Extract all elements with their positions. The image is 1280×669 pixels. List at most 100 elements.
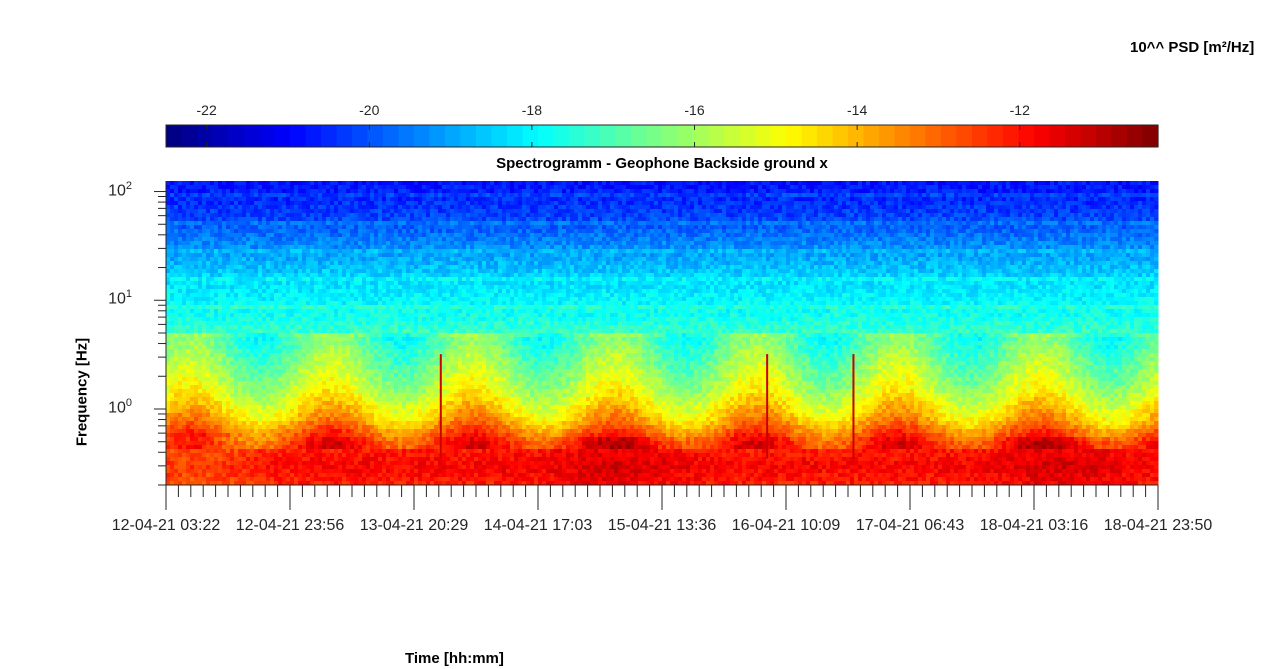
heatmap-cell	[698, 233, 703, 238]
heatmap-cell	[774, 193, 779, 198]
heatmap-cell	[374, 253, 379, 258]
heatmap-cell	[950, 217, 955, 222]
heatmap-cell	[1010, 225, 1015, 230]
heatmap-cell	[770, 181, 775, 186]
heatmap-cell	[838, 237, 843, 242]
heatmap-cell	[754, 213, 759, 218]
heatmap-cell	[630, 229, 635, 234]
heatmap-cell	[986, 185, 991, 190]
heatmap-cell	[230, 253, 235, 258]
heatmap-cell	[358, 209, 363, 214]
heatmap-cell	[882, 245, 887, 250]
heatmap-cell	[622, 221, 627, 226]
heatmap-cell	[914, 237, 919, 242]
heatmap-cell	[422, 209, 427, 214]
heatmap-cell	[878, 217, 883, 222]
heatmap-cell	[934, 229, 939, 234]
colorbar-segment	[708, 125, 725, 147]
heatmap-cell	[470, 209, 475, 214]
heatmap-cell	[462, 197, 467, 202]
heatmap-cell	[466, 217, 471, 222]
heatmap-cell	[998, 197, 1003, 202]
heatmap-cell	[1114, 189, 1119, 194]
heatmap-cell	[298, 245, 303, 250]
heatmap-cell	[310, 181, 315, 186]
heatmap-cell	[878, 189, 883, 194]
heatmap-cell	[842, 257, 847, 262]
heatmap-cell	[446, 185, 451, 190]
heatmap-cell	[714, 233, 719, 238]
heatmap-cell	[362, 189, 367, 194]
heatmap-cell	[714, 249, 719, 254]
heatmap-cell	[1102, 241, 1107, 246]
heatmap-cell	[490, 221, 495, 226]
heatmap-cell	[818, 233, 823, 238]
heatmap-cell	[426, 225, 431, 230]
heatmap-cell	[774, 181, 779, 186]
heatmap-cell	[1110, 185, 1115, 190]
heatmap-cell	[198, 225, 203, 230]
heatmap-cell	[874, 245, 879, 250]
heatmap-cell	[522, 205, 527, 210]
heatmap-cell	[254, 201, 259, 206]
heatmap-cell	[254, 225, 259, 230]
heatmap-cell	[174, 257, 179, 262]
heatmap-cell	[178, 181, 183, 186]
heatmap-cell	[222, 197, 227, 202]
heatmap-cell	[394, 185, 399, 190]
heatmap-cell	[518, 245, 523, 250]
heatmap-cell	[222, 249, 227, 254]
heatmap-cell	[474, 221, 479, 226]
heatmap-cell	[1106, 241, 1111, 246]
heatmap-cell	[814, 185, 819, 190]
heatmap-cell	[954, 245, 959, 250]
heatmap-cell	[246, 197, 251, 202]
heatmap-cell	[1026, 185, 1031, 190]
heatmap-cell	[1118, 249, 1123, 254]
heatmap-cell	[574, 221, 579, 226]
heatmap-cell	[646, 253, 651, 258]
heatmap-cell	[526, 209, 531, 214]
heatmap-cell	[246, 229, 251, 234]
heatmap-cell	[782, 221, 787, 226]
heatmap-cell	[710, 253, 715, 258]
heatmap-cell	[654, 253, 659, 258]
heatmap-cell	[722, 181, 727, 186]
heatmap-cell	[402, 205, 407, 210]
heatmap-cell	[802, 237, 807, 242]
heatmap-cell	[978, 209, 983, 214]
heatmap-cell	[366, 181, 371, 186]
heatmap-cell	[574, 189, 579, 194]
heatmap-cell	[826, 229, 831, 234]
heatmap-cell	[470, 213, 475, 218]
heatmap-cell	[506, 193, 511, 198]
heatmap-cell	[854, 225, 859, 230]
heatmap-cell	[1090, 225, 1095, 230]
heatmap-cell	[690, 185, 695, 190]
heatmap-cell	[862, 253, 867, 258]
heatmap-cell	[1070, 201, 1075, 206]
heatmap-cell	[966, 225, 971, 230]
heatmap-cell	[318, 189, 323, 194]
heatmap-cell	[274, 249, 279, 254]
heatmap-cell	[514, 217, 519, 222]
heatmap-cell	[662, 229, 667, 234]
heatmap-cell	[862, 201, 867, 206]
heatmap-cell	[734, 253, 739, 258]
heatmap-cell	[662, 197, 667, 202]
heatmap-cell	[1150, 221, 1155, 226]
heatmap-cell	[778, 253, 783, 258]
heatmap-cell	[1094, 217, 1099, 222]
heatmap-cell	[178, 225, 183, 230]
heatmap-cell	[414, 197, 419, 202]
heatmap-cell	[190, 201, 195, 206]
heatmap-cell	[350, 233, 355, 238]
heatmap-cell	[590, 225, 595, 230]
heatmap-cell	[510, 253, 515, 258]
heatmap-cell	[282, 189, 287, 194]
heatmap-cell	[1082, 193, 1087, 198]
heatmap-cell	[646, 237, 651, 242]
heatmap-cell	[1142, 201, 1147, 206]
heatmap-cell	[690, 225, 695, 230]
heatmap-cell	[222, 181, 227, 186]
